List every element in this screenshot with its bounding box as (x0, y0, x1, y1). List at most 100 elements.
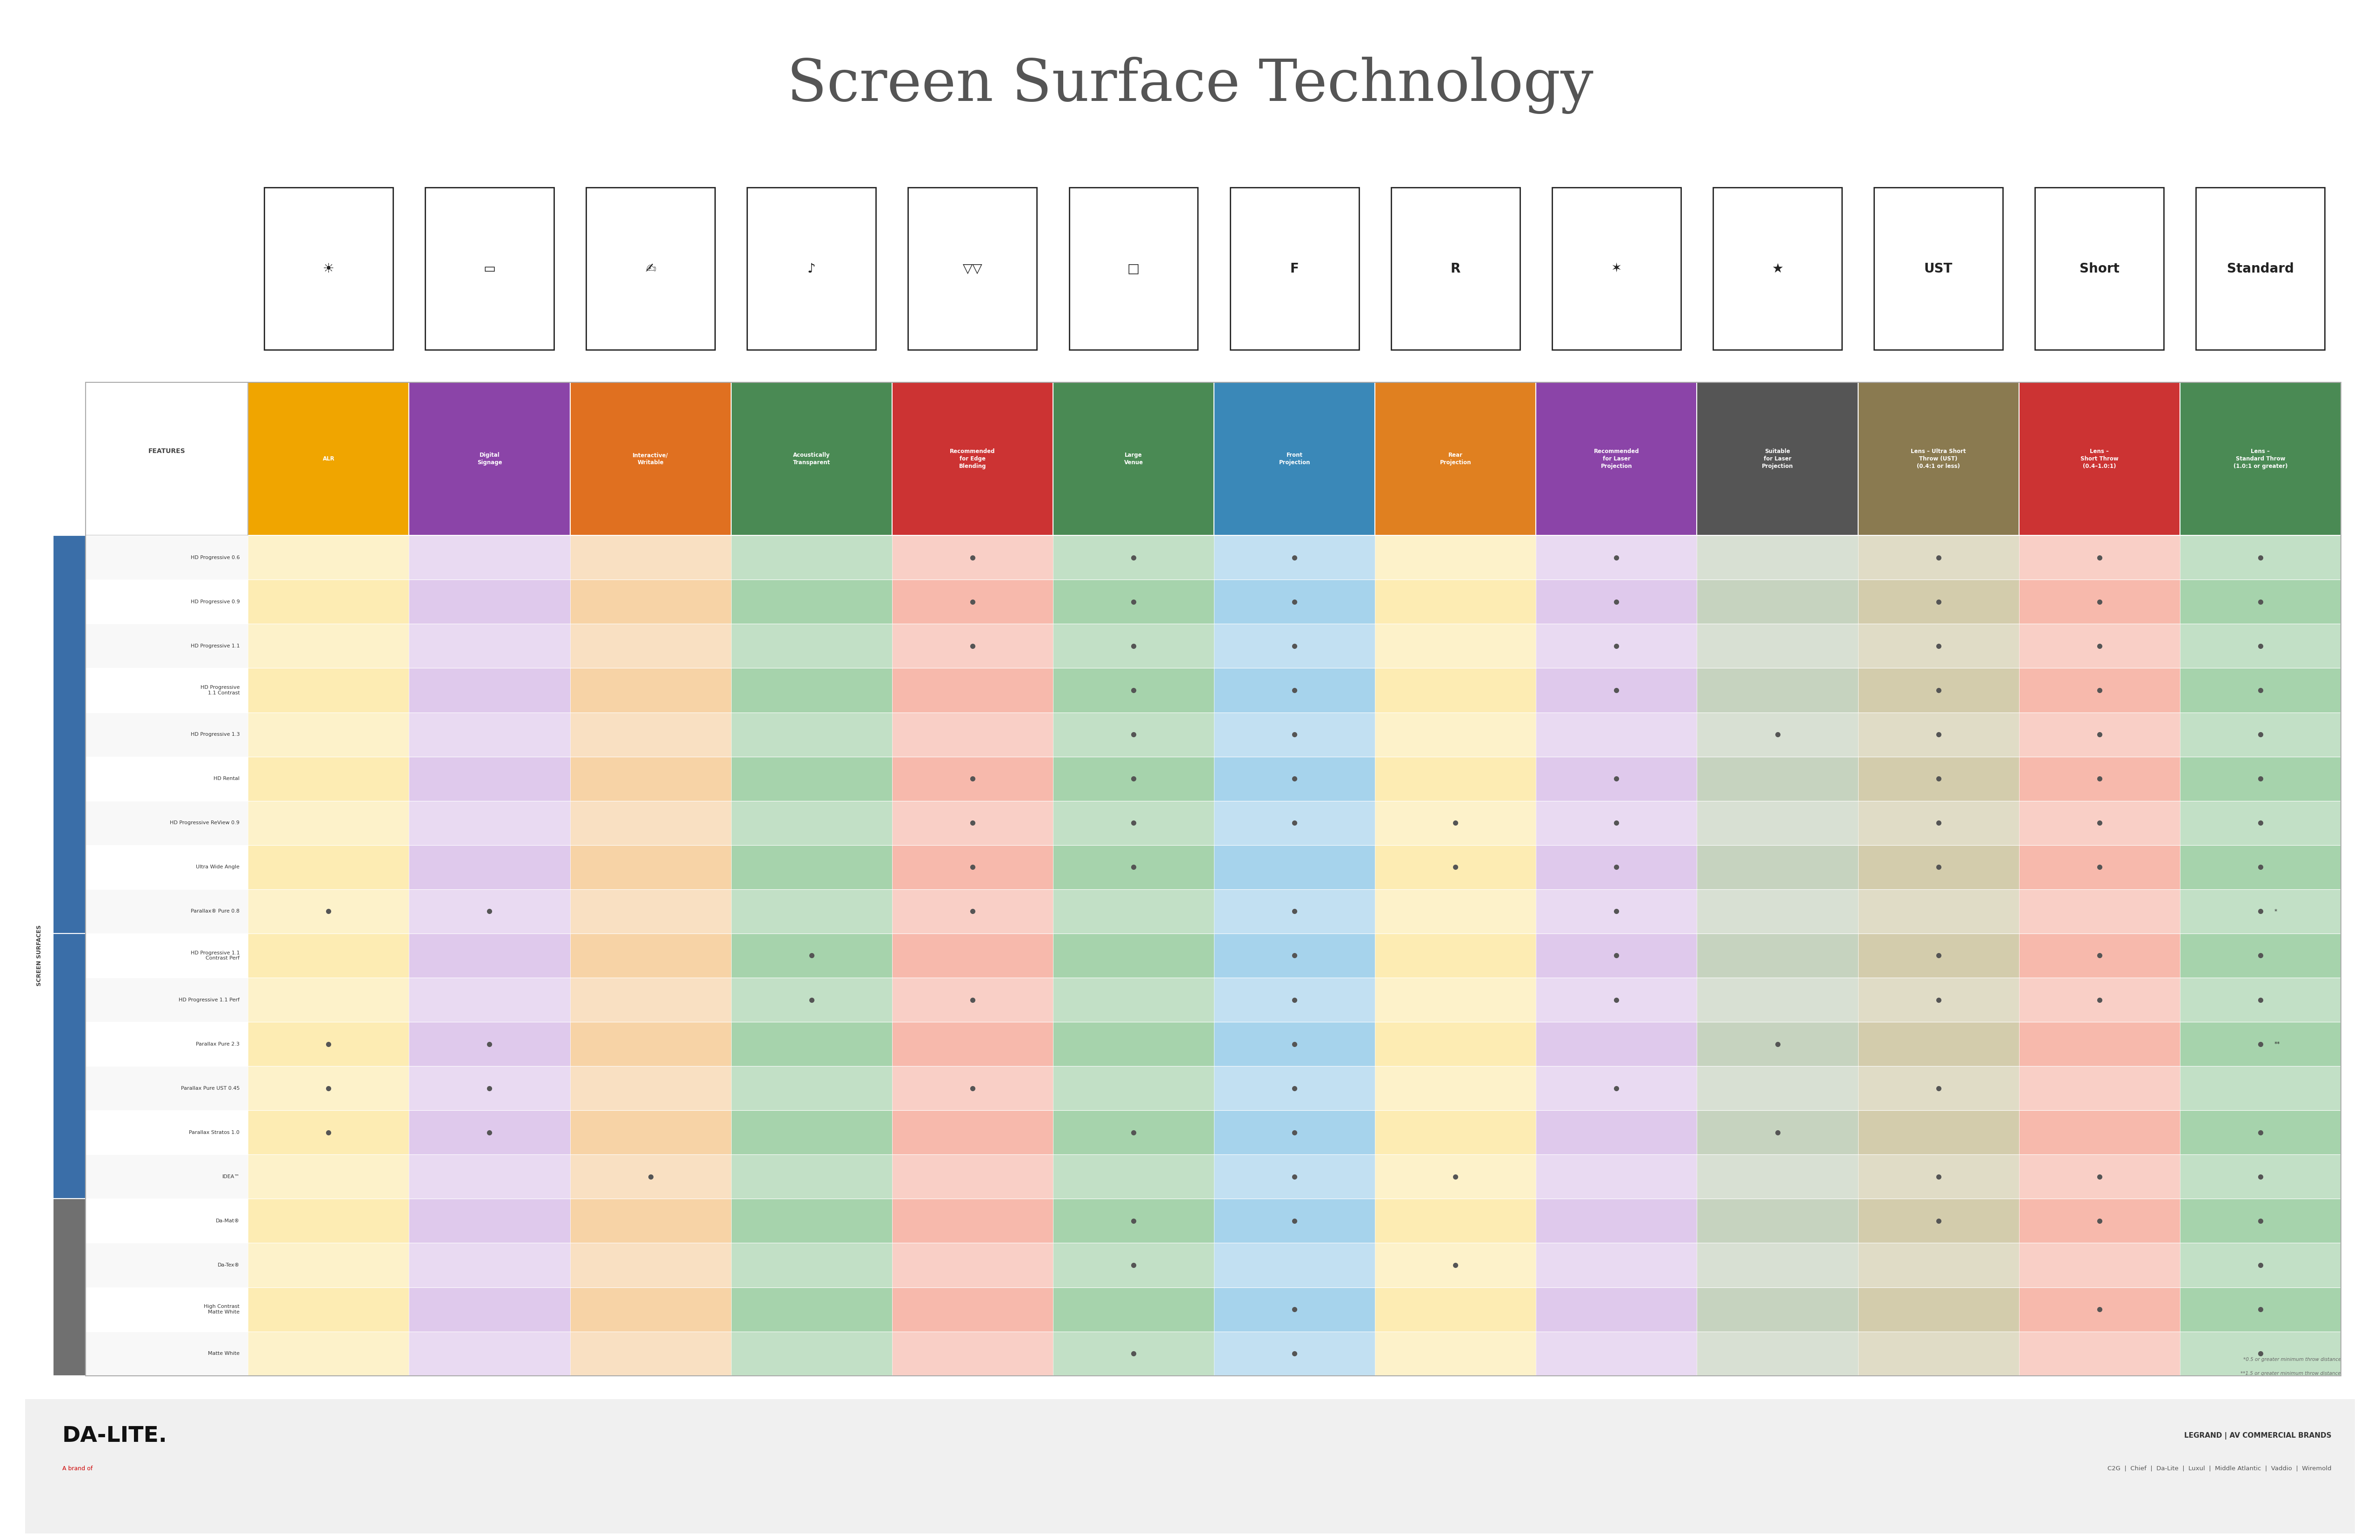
Bar (1376, 756, 1535, 801)
Bar (1052, 382, 1214, 536)
Text: Large
Venue: Large Venue (1123, 453, 1142, 465)
Text: High Contrast
Matte White: High Contrast Matte White (205, 1304, 240, 1314)
Bar (2197, 188, 2325, 350)
Bar (2018, 1332, 2180, 1375)
Bar (2180, 978, 2342, 1023)
Bar (585, 188, 714, 350)
Bar (2180, 1110, 2342, 1155)
Bar (1052, 978, 1214, 1023)
Bar (1376, 713, 1535, 756)
Bar (1535, 624, 1697, 668)
Text: Matte White: Matte White (207, 1351, 240, 1355)
Bar (1535, 1287, 1697, 1332)
Bar (86, 1243, 248, 1287)
Bar (1859, 933, 2018, 978)
Bar (2018, 713, 2180, 756)
Text: UST: UST (1923, 262, 1952, 276)
Bar (892, 1155, 1052, 1198)
Text: ★: ★ (1771, 262, 1783, 276)
Bar (1214, 1066, 1376, 1110)
Bar (892, 756, 1052, 801)
Bar (1697, 1155, 1859, 1198)
Bar (1859, 1023, 2018, 1066)
Bar (571, 536, 731, 579)
Bar (1052, 624, 1214, 668)
Bar (248, 579, 409, 624)
Bar (1859, 889, 2018, 933)
Bar (248, 1023, 409, 1066)
Bar (731, 624, 892, 668)
Bar (892, 978, 1052, 1023)
Bar (248, 382, 409, 536)
Bar (1390, 188, 1521, 350)
Bar (1697, 1023, 1859, 1066)
Bar (86, 889, 248, 933)
Text: Recommended
for Laser
Projection: Recommended for Laser Projection (1595, 448, 1640, 470)
Bar (1859, 579, 2018, 624)
Bar (1697, 1110, 1859, 1155)
Bar (2180, 845, 2342, 889)
Bar (892, 713, 1052, 756)
Bar (2018, 624, 2180, 668)
Bar (1535, 845, 1697, 889)
Bar (571, 1110, 731, 1155)
Text: FEATURES: FEATURES (148, 448, 186, 454)
Bar (2180, 1243, 2342, 1287)
Bar (409, 756, 571, 801)
Bar (1214, 933, 1376, 978)
Bar (2018, 933, 2180, 978)
Bar (892, 579, 1052, 624)
Bar (1859, 1066, 2018, 1110)
Bar (731, 713, 892, 756)
Bar (1214, 889, 1376, 933)
Bar (1535, 1066, 1697, 1110)
Bar (248, 713, 409, 756)
Bar (409, 668, 571, 713)
Text: ✍: ✍ (645, 262, 657, 276)
Bar (1376, 536, 1535, 579)
Text: *0.5 or greater minimum throw distance: *0.5 or greater minimum throw distance (2242, 1357, 2342, 1361)
Bar (892, 801, 1052, 845)
Bar (409, 1332, 571, 1375)
Bar (1535, 1023, 1697, 1066)
Text: Recommended
for Edge
Blending: Recommended for Edge Blending (950, 448, 995, 470)
Bar (571, 1155, 731, 1198)
Bar (26, 1398, 2354, 1534)
Bar (86, 579, 248, 624)
Bar (1697, 1198, 1859, 1243)
Text: ALR: ALR (324, 456, 336, 462)
Bar (2018, 1110, 2180, 1155)
Bar (731, 1066, 892, 1110)
Bar (731, 889, 892, 933)
Bar (248, 536, 409, 579)
Text: **1.5 or greater minimum throw distance: **1.5 or greater minimum throw distance (2240, 1371, 2342, 1375)
Text: ▭: ▭ (483, 262, 495, 276)
Bar (1214, 756, 1376, 801)
Bar (731, 933, 892, 978)
Bar (1859, 536, 2018, 579)
Bar (86, 668, 248, 713)
Bar (1214, 1023, 1376, 1066)
Bar (248, 1332, 409, 1375)
Text: Front
Projection: Front Projection (1278, 453, 1309, 465)
Bar (1376, 1066, 1535, 1110)
Bar (892, 1287, 1052, 1332)
Bar (86, 382, 2342, 1375)
Bar (86, 845, 248, 889)
Text: **: ** (2275, 1041, 2280, 1047)
Bar (1535, 668, 1697, 713)
Text: *: * (2275, 909, 2278, 915)
Text: Parallax Pure 2.3: Parallax Pure 2.3 (195, 1041, 240, 1046)
Bar (1052, 1287, 1214, 1332)
Bar (1052, 1110, 1214, 1155)
Bar (2180, 579, 2342, 624)
Bar (1376, 845, 1535, 889)
Text: Da-Tex®: Da-Tex® (217, 1263, 240, 1267)
Bar (2180, 713, 2342, 756)
Bar (1535, 801, 1697, 845)
Bar (1214, 624, 1376, 668)
Text: Parallax® Pure 0.8: Parallax® Pure 0.8 (190, 909, 240, 913)
Bar (248, 1198, 409, 1243)
Bar (1376, 579, 1535, 624)
Bar (1214, 713, 1376, 756)
